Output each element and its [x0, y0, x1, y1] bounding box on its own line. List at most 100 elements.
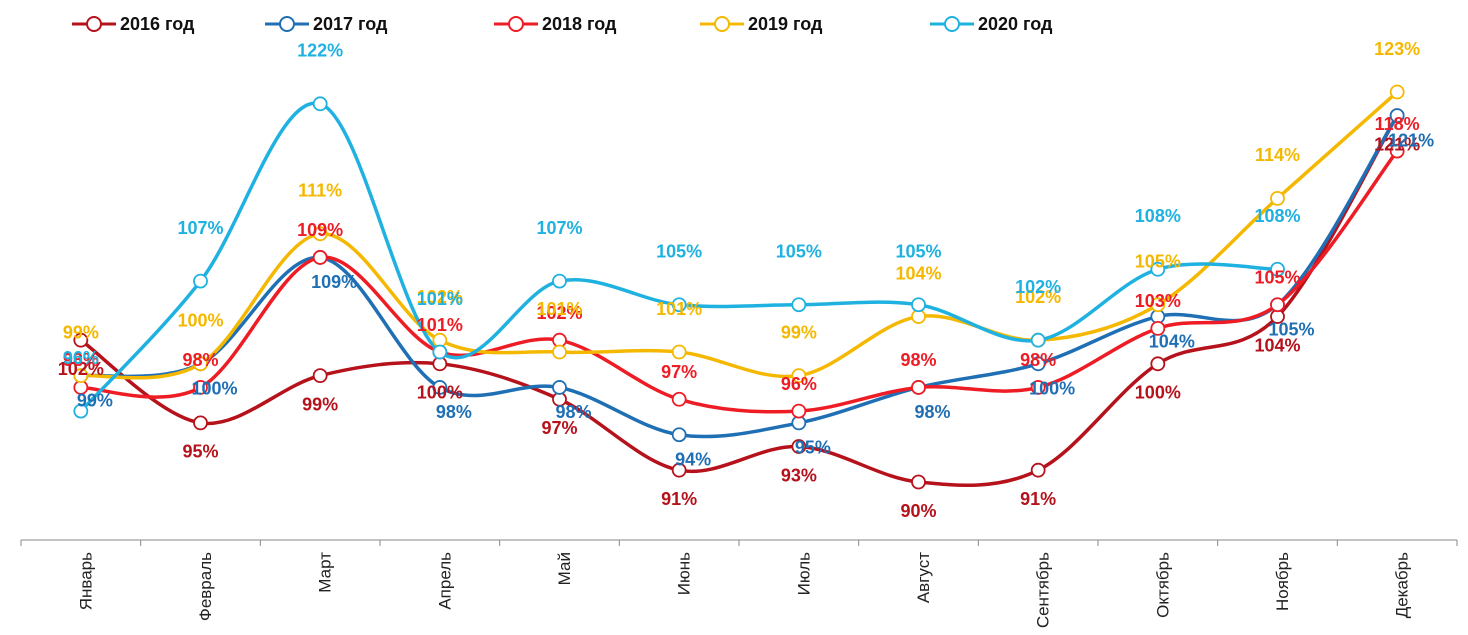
data-label: 101%	[536, 299, 582, 319]
data-label: 107%	[177, 218, 223, 238]
x-tick-label: Сентябрь	[1034, 552, 1053, 628]
data-label: 95%	[182, 442, 218, 462]
data-label: 100%	[417, 383, 463, 403]
point	[312, 368, 328, 384]
data-label: 100%	[1135, 383, 1181, 403]
data-label: 91%	[661, 489, 697, 509]
point	[1030, 356, 1046, 372]
data-label: 121%	[1374, 134, 1420, 154]
point	[1150, 320, 1166, 336]
point	[432, 380, 448, 395]
data-label: 105%	[1268, 319, 1314, 339]
point	[312, 250, 328, 265]
data-label: 98%	[555, 402, 591, 422]
point	[1030, 332, 1046, 348]
x-tick-label: Январь	[76, 552, 95, 610]
point	[911, 474, 926, 490]
point	[791, 403, 807, 419]
x-tick-label: Август	[914, 552, 933, 603]
point	[312, 226, 328, 242]
series-line	[79, 101, 1278, 413]
data-label: 96%	[781, 374, 817, 394]
point	[73, 332, 89, 348]
point	[671, 391, 687, 407]
point	[73, 403, 89, 419]
point	[1270, 190, 1285, 206]
data-label: 97%	[541, 418, 577, 438]
point	[1030, 380, 1046, 395]
point	[552, 380, 567, 395]
legend-label: 2018 год	[542, 14, 617, 34]
point	[671, 297, 687, 313]
data-label: 100%	[191, 379, 237, 399]
point	[671, 427, 687, 443]
series-line	[80, 150, 1399, 414]
data-label: 108%	[1135, 206, 1181, 226]
data-label: 121%	[1388, 130, 1434, 150]
data-label: 109%	[297, 220, 343, 240]
data-label: 101%	[417, 315, 463, 335]
series	[80, 150, 1399, 414]
point	[791, 439, 807, 454]
data-label: 98%	[436, 402, 472, 422]
x-tick-label: Июль	[794, 552, 813, 596]
point	[193, 380, 208, 395]
legend-marker	[508, 16, 524, 32]
data-label: 102%	[58, 359, 104, 379]
data-label: 95%	[795, 438, 831, 458]
legend-marker	[279, 16, 295, 32]
point	[671, 462, 687, 478]
point	[193, 273, 208, 289]
legend-label: 2017 год	[313, 14, 388, 34]
legend-marker	[944, 16, 960, 32]
x-tick-label: Декабрь	[1393, 552, 1412, 618]
data-label: 98%	[900, 350, 936, 370]
point	[1270, 261, 1285, 277]
data-label: 101%	[656, 299, 702, 319]
point	[552, 273, 567, 289]
data-label: 97%	[661, 362, 697, 382]
data-label: 105%	[895, 241, 941, 261]
data-label: 105%	[776, 241, 822, 261]
x-tick-label: Май	[555, 552, 574, 585]
data-label: 102%	[417, 287, 463, 307]
point	[791, 368, 807, 384]
point	[552, 344, 567, 360]
point	[1389, 108, 1405, 124]
data-label: 118%	[1375, 114, 1420, 134]
data-label: 107%	[536, 218, 582, 238]
legend-label: 2020 год	[978, 14, 1053, 34]
data-label: 99%	[302, 394, 338, 414]
data-label: 102%	[1015, 277, 1061, 297]
series-line	[80, 90, 1399, 380]
data-label: 100%	[177, 311, 223, 331]
point	[193, 415, 208, 431]
legend-label: 2016 год	[120, 14, 195, 34]
data-label: 101%	[417, 289, 463, 309]
data-label: 108%	[1254, 206, 1300, 226]
data-label: 98%	[914, 402, 950, 422]
x-tick-label: Ноябрь	[1273, 552, 1292, 611]
point	[193, 356, 208, 372]
point	[791, 297, 807, 313]
series-line	[79, 114, 1399, 487]
data-label: 94%	[675, 449, 711, 469]
data-label: 100%	[1029, 379, 1075, 399]
data-label: 98%	[63, 350, 99, 370]
data-label: 114%	[1255, 145, 1300, 165]
data-label: 105%	[1254, 267, 1300, 287]
data-label: 104%	[1149, 331, 1195, 351]
point	[1030, 462, 1046, 478]
point	[1270, 297, 1285, 313]
point	[1150, 356, 1166, 372]
point	[911, 297, 926, 313]
data-label: 98%	[182, 350, 218, 370]
series	[79, 101, 1278, 413]
data-label: 98%	[1020, 350, 1056, 370]
legend-marker	[714, 16, 730, 32]
data-label: 91%	[1020, 489, 1056, 509]
data-label: 111%	[298, 181, 342, 201]
data-label: 109%	[311, 272, 357, 292]
point	[1389, 84, 1405, 100]
